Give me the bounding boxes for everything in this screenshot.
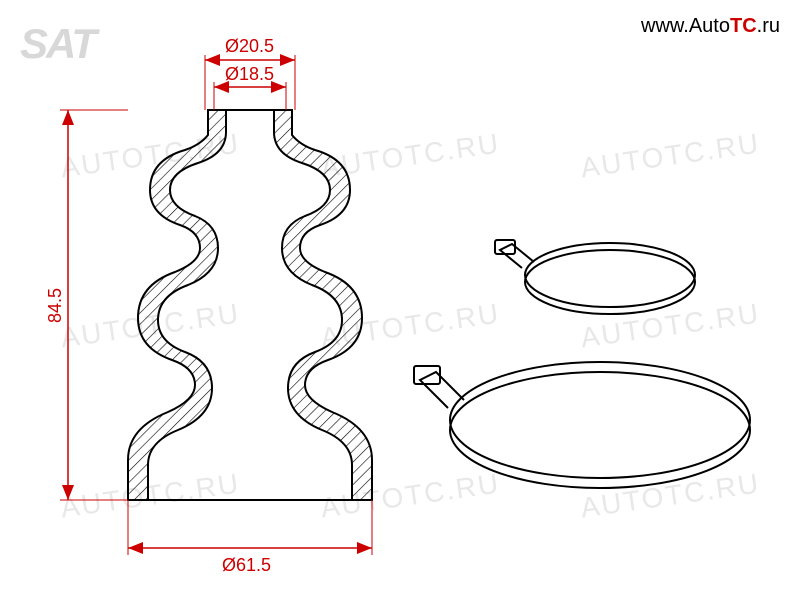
technical-drawing [0,0,800,600]
dim-label-top-inner: Ø18.5 [225,64,274,85]
clamp-large [414,362,750,488]
dim-height [60,110,128,500]
dim-top-inner [214,82,286,110]
boot-right-half [274,110,372,500]
boot-left-half [128,110,226,500]
clamp-small [495,240,695,314]
dim-label-top-outer: Ø20.5 [225,36,274,57]
dim-label-bottom: Ø61.5 [222,555,271,576]
dim-label-height: 84.5 [45,288,66,323]
dim-bottom [128,500,372,555]
